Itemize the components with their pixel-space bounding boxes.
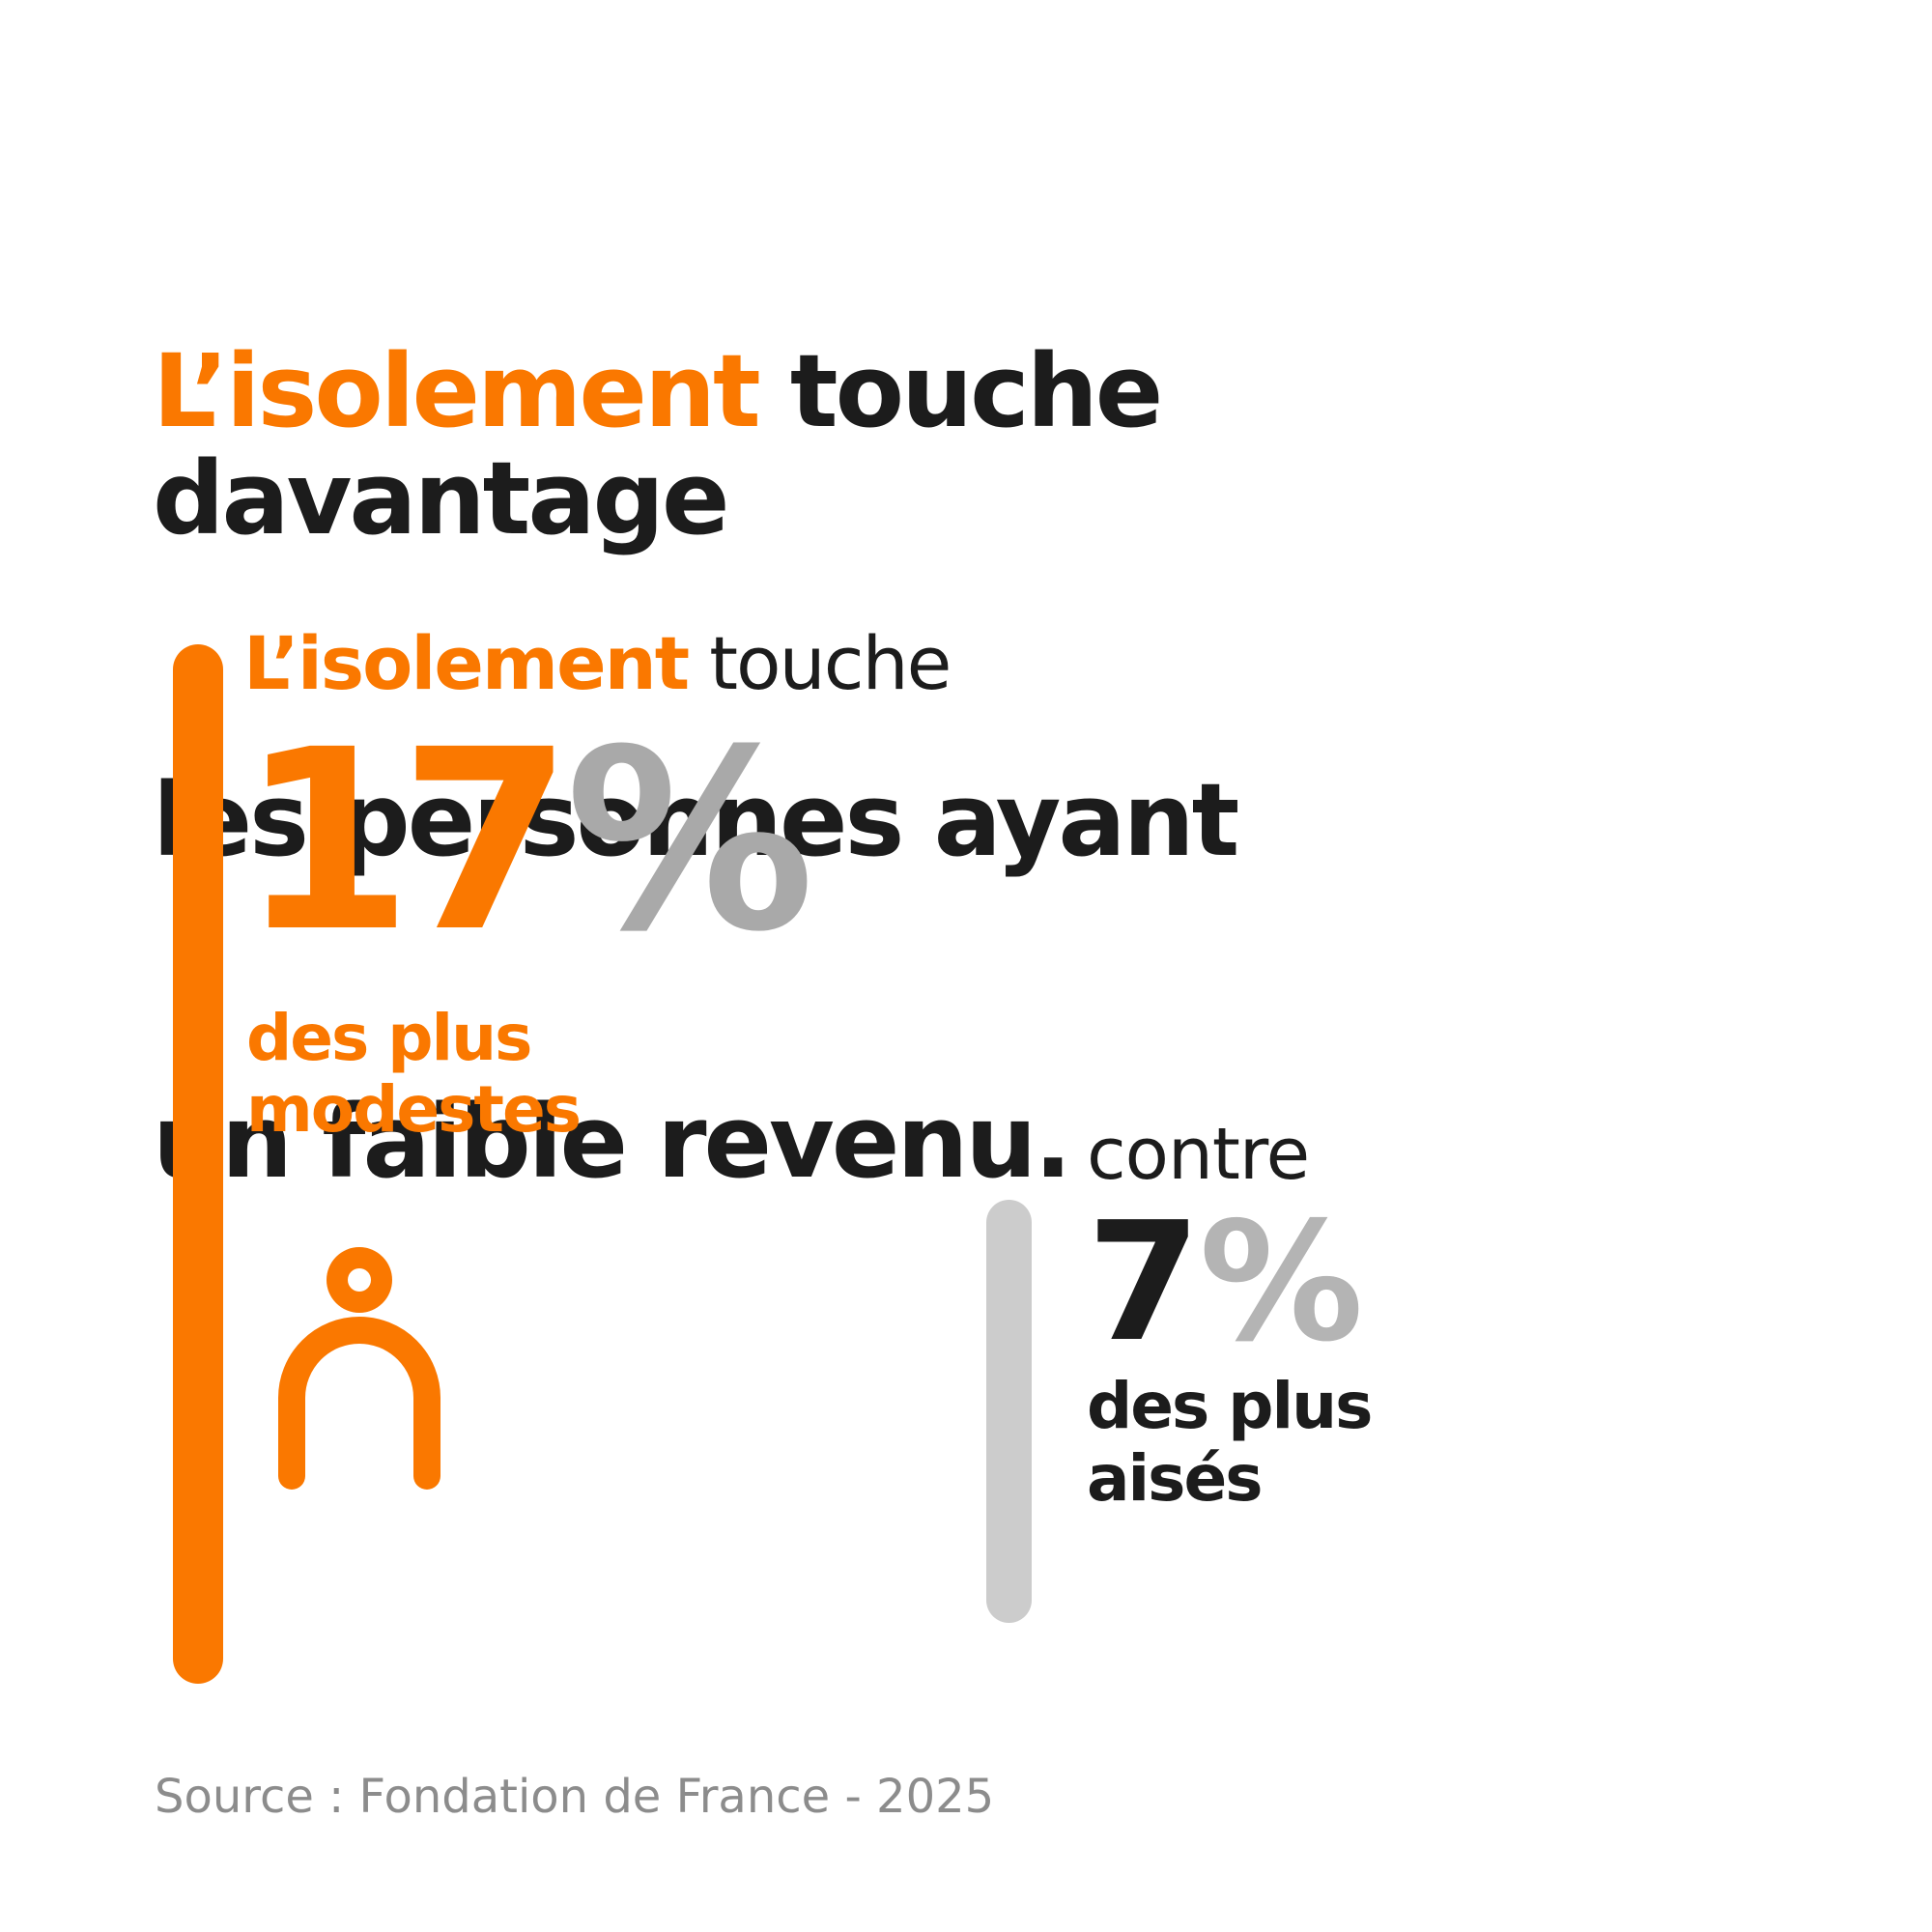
left-stat-label-highlight: L’isolement [243,620,690,706]
bar-modestes [173,644,223,1684]
page-title: L’isolement touche davantage les personn… [153,124,1553,1410]
title-line-2: les personnes ayant [153,761,1239,879]
left-stat-description: des plus modestes [246,1001,582,1147]
title-line-3: un faible revenu. [153,1083,1072,1201]
source-attribution: Source : Fondation de France - 2025 [155,1770,995,1824]
title-line-1-rest: touche davantage [153,332,1193,557]
title-highlight: L’isolement [153,332,761,450]
percent-sign-7: % [1199,1187,1364,1378]
right-desc-line-1: des plus [1087,1369,1373,1443]
person-body [278,1317,440,1490]
value-7: 7 [1087,1187,1201,1378]
left-desc-line-1: des plus [246,1001,532,1075]
person-icon [278,1247,440,1490]
right-stat-label: contre [1087,1113,1310,1196]
left-desc-line-2: modestes [246,1072,582,1147]
bar-aises [986,1200,1032,1623]
percent-sign-17: % [565,696,815,986]
right-stat-value: 7% [1087,1201,1364,1365]
person-head-hole [348,1268,371,1292]
value-17: 17 [240,696,573,986]
title-line-1: L’isolement touche davantage [153,338,1553,553]
left-stat-label: L’isolement touche [243,620,952,706]
left-stat-label-rest: touche [688,620,952,706]
right-stat-description: des plus aisés [1087,1369,1373,1516]
right-desc-line-2: aisés [1087,1441,1264,1516]
left-stat-value: 17% [240,717,815,966]
